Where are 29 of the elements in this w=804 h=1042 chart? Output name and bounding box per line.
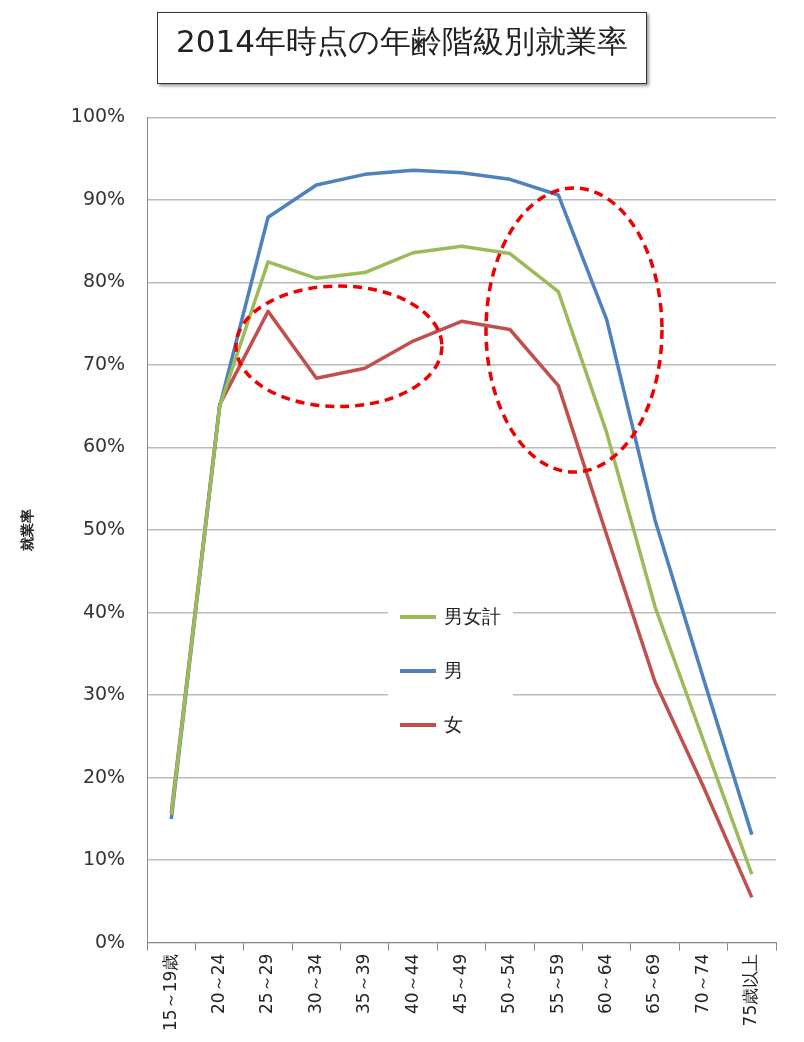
- x-tick-label: 45～49: [449, 953, 470, 1014]
- legend-label: 女: [444, 712, 463, 737]
- chart-title: 2014年時点の年齢階級別就業率: [157, 12, 647, 84]
- y-tick-label: 30%: [82, 682, 126, 705]
- x-tick-label: 50～54: [498, 953, 519, 1014]
- x-tick-label: 55～59: [546, 953, 567, 1014]
- x-tick-label: 40～44: [401, 953, 422, 1014]
- y-tick-label: 60%: [82, 434, 126, 457]
- y-tick-label: 40%: [82, 599, 126, 622]
- x-tick-label: 25～29: [256, 953, 277, 1014]
- y-tick-label: 50%: [82, 517, 126, 540]
- y-tick-label: 20%: [82, 764, 126, 787]
- legend-label: 男: [444, 658, 463, 683]
- y-tick-label: 80%: [82, 269, 126, 292]
- legend-label: 男女計: [444, 604, 501, 629]
- y-axis-title: 就業率: [19, 509, 36, 553]
- x-tick-label: 65～69: [643, 953, 664, 1014]
- x-tick-label: 35～39: [353, 953, 374, 1014]
- y-tick-label: 10%: [82, 847, 126, 870]
- x-tick-label: 75歳以上: [740, 953, 761, 1027]
- x-tick-label: 15～19歳: [159, 953, 180, 1031]
- x-tick-label: 60～64: [595, 953, 616, 1014]
- y-tick-label: 90%: [82, 186, 126, 209]
- x-tick-label: 30～34: [304, 953, 325, 1014]
- y-tick-label: 100%: [70, 104, 126, 127]
- x-tick-label: 20～24: [208, 953, 229, 1014]
- y-tick-label: 70%: [82, 351, 126, 374]
- x-tick-label: 70～74: [691, 953, 712, 1014]
- y-tick-label: 0%: [94, 929, 126, 952]
